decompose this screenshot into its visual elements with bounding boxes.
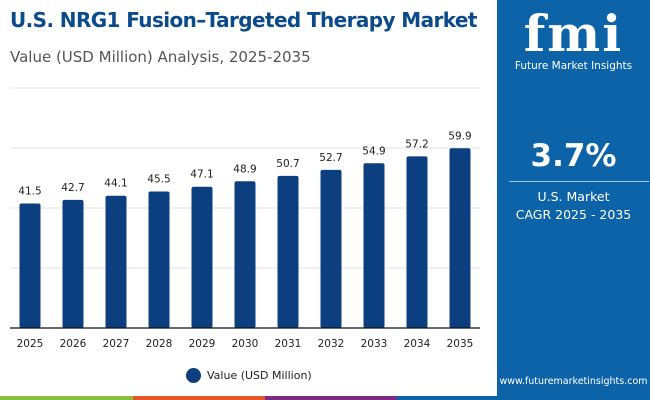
bar — [234, 181, 256, 328]
x-tick-label: 2035 — [447, 338, 474, 350]
x-tick-label: 2025 — [17, 338, 44, 350]
x-tick-label: 2033 — [361, 338, 388, 350]
bar — [191, 186, 213, 328]
data-label: 44.1 — [104, 178, 127, 190]
data-label: 48.9 — [233, 163, 256, 175]
x-tick-label: 2027 — [103, 338, 130, 350]
bar — [320, 169, 342, 328]
logo-mark: fmi — [523, 4, 624, 63]
x-tick-label: 2028 — [146, 338, 173, 350]
bar — [363, 163, 385, 328]
bar-chart: 41.5 2025 42.7 2026 44.1 2027 45.5 2028 47.1 2029… — [10, 87, 480, 350]
data-label: 54.9 — [362, 145, 385, 157]
footer-stripe-blue — [397, 396, 497, 400]
footer-stripe-green — [0, 396, 133, 400]
fmi-logo: fmi Future Market Insights — [497, 4, 650, 73]
bar — [19, 203, 41, 328]
footer-stripe-purple — [265, 396, 397, 400]
data-label: 57.2 — [405, 138, 428, 150]
data-label: 52.7 — [319, 152, 342, 164]
data-label: 47.1 — [190, 169, 213, 181]
data-label: 50.7 — [276, 158, 299, 170]
bar — [277, 175, 299, 328]
legend-label: Value (USD Million) — [207, 369, 312, 382]
cagr-label: U.S. Market CAGR 2025 - 2035 — [497, 188, 650, 224]
logo-text: Future Market Insights — [514, 60, 633, 72]
data-label: 45.5 — [147, 174, 170, 186]
chart-title: U.S. NRG1 Fusion–Targeted Therapy Market — [10, 8, 477, 32]
bar — [105, 195, 127, 328]
legend: Value (USD Million) — [186, 368, 312, 383]
bar — [406, 156, 428, 328]
cagr-label-line2: CAGR 2025 - 2035 — [515, 207, 632, 222]
cagr-value: 3.7% — [530, 138, 617, 174]
bar — [449, 148, 471, 328]
side-panel: fmi Future Market Insights 3.7% U.S. Mar… — [497, 0, 650, 400]
footer-stripe-orange — [133, 396, 265, 400]
x-tick-label: 2026 — [60, 338, 87, 350]
x-tick-label: 2029 — [189, 338, 216, 350]
x-tick-label: 2030 — [232, 338, 259, 350]
bar — [62, 199, 84, 328]
data-label: 59.9 — [448, 130, 471, 142]
x-tick-label: 2031 — [275, 338, 302, 350]
data-label: 41.5 — [18, 186, 41, 198]
divider — [509, 181, 649, 182]
x-tick-label: 2034 — [404, 338, 431, 350]
legend-swatch — [186, 368, 201, 383]
website-link[interactable]: www.futuremarketinsights.com — [499, 376, 648, 387]
data-label: 42.7 — [61, 182, 84, 194]
chart-subtitle: Value (USD Million) Analysis, 2025-2035 — [10, 48, 311, 66]
cagr-label-line1: U.S. Market — [537, 189, 610, 204]
x-tick-label: 2032 — [318, 338, 345, 350]
bar — [148, 191, 170, 328]
